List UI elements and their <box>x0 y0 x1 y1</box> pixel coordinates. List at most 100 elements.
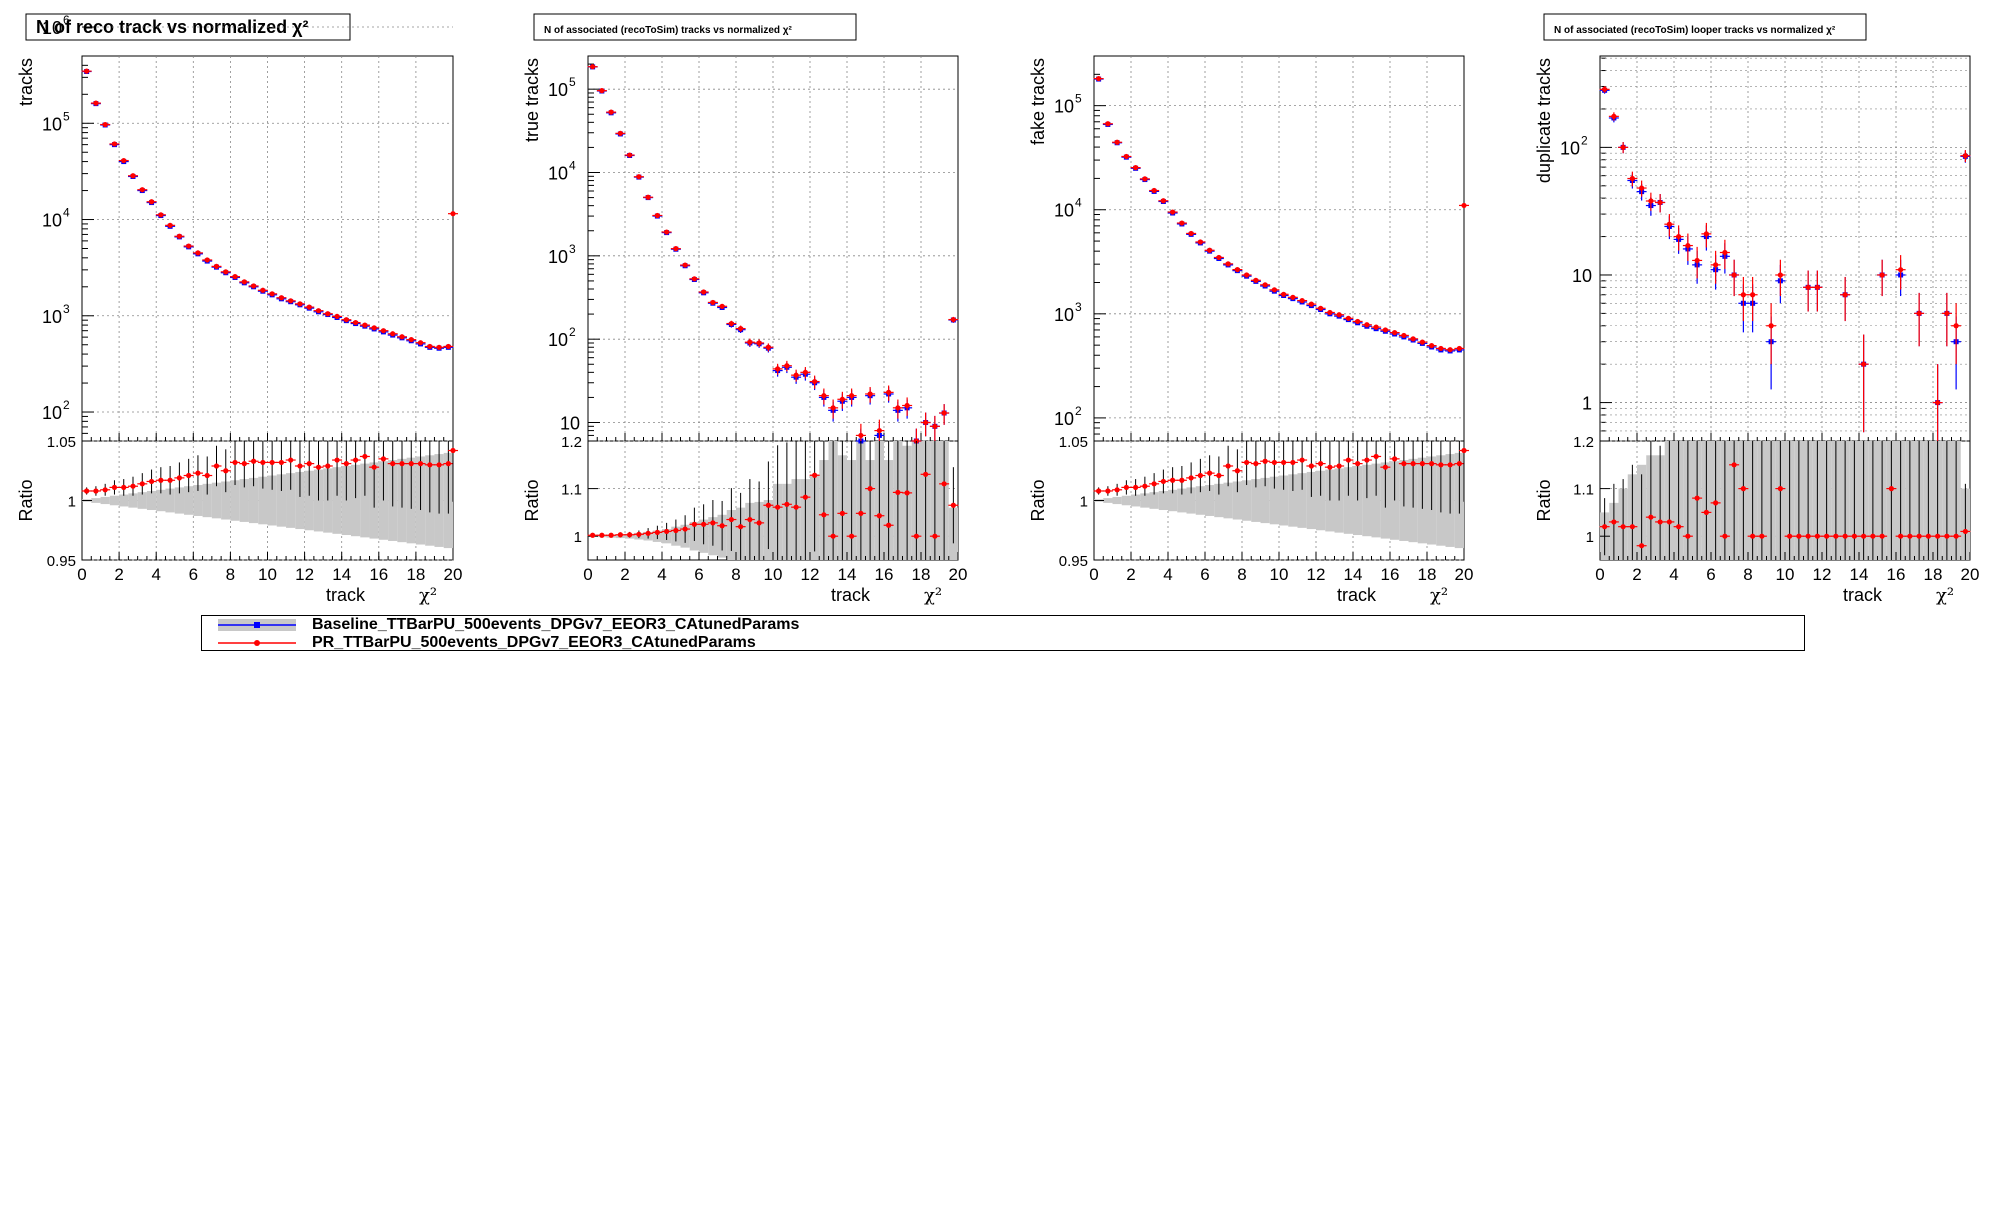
ratio-band-bin <box>1260 477 1270 524</box>
ratio-point <box>1392 456 1398 462</box>
ratio-point <box>1722 533 1728 539</box>
data-point <box>1114 139 1120 145</box>
data-point <box>904 402 910 409</box>
ratio-band-bin <box>184 486 194 515</box>
data-point <box>821 393 827 399</box>
ratio-point <box>380 456 387 462</box>
tick-label-y-base: 10 <box>548 80 568 100</box>
data-point <box>1382 327 1388 333</box>
ratio-axis-title-y: Ratio <box>16 479 36 521</box>
ratio-band-bin <box>230 480 240 521</box>
data-point <box>241 279 247 285</box>
axis-title-x-symbol: χ² <box>419 585 437 606</box>
tick-label-y-exp: 5 <box>569 75 576 89</box>
ratio-point <box>158 477 164 483</box>
ratio-tick-label-y: 0.95 <box>1059 553 1088 570</box>
data-point <box>617 130 623 136</box>
ratio-point <box>93 488 99 494</box>
ratio-band-bin <box>248 477 259 524</box>
data-point <box>278 295 285 301</box>
tick-label-x: 14 <box>332 565 351 584</box>
tick-label-x: 4 <box>657 565 666 584</box>
main-plot-frame <box>1599 55 1971 442</box>
ratio-band-bin <box>239 479 249 522</box>
ratio-band-bin <box>1214 483 1224 518</box>
tick-label-y-base: 10 <box>42 114 62 134</box>
data-point <box>738 325 744 332</box>
ratio-band-bin <box>1362 464 1372 537</box>
ratio-point <box>1170 477 1176 483</box>
ratio-point <box>904 490 910 496</box>
tick-label-x: 8 <box>226 565 235 584</box>
data-point <box>427 343 433 350</box>
ratio-point <box>1216 472 1222 479</box>
tick-label-y-exp: 4 <box>1075 196 1082 210</box>
axis-title-x: track <box>831 585 871 605</box>
ratio-point <box>895 489 901 496</box>
ratio-point <box>1713 500 1719 506</box>
data-point <box>1318 305 1324 311</box>
ratio-band-bin <box>137 492 147 509</box>
ratio-point <box>1907 533 1913 539</box>
ratio-point <box>1438 462 1444 468</box>
ratio-point <box>608 532 614 538</box>
data-point <box>1151 187 1157 194</box>
data-point <box>701 289 707 295</box>
ratio-point <box>691 521 697 527</box>
tick-label-x: 20 <box>1455 565 1474 584</box>
ratio-point <box>1666 519 1672 525</box>
ratio-band-bin <box>221 481 231 520</box>
ratio-point <box>1648 514 1654 520</box>
data-point <box>315 308 322 314</box>
tick-label-y-base: 10 <box>1560 138 1580 158</box>
ratio-point <box>325 463 331 469</box>
ratio-band-bin <box>1158 490 1168 511</box>
series-pr <box>1599 86 1971 441</box>
data-point <box>1308 301 1314 307</box>
ratio-point <box>756 520 762 526</box>
tick-label-x: 0 <box>583 565 592 584</box>
data-point <box>1179 220 1185 226</box>
tick-label-x: 10 <box>1270 565 1289 584</box>
tick-label-y-base: 10 <box>548 164 568 184</box>
tick-label-y: 10 4 <box>42 206 70 231</box>
legend-label-baseline: Baseline_TTBarPU_500events_DPGv7_EEOR3_C… <box>312 616 800 633</box>
tick-label-x: 18 <box>1924 565 1943 584</box>
ratio-point <box>121 484 127 491</box>
tick-label-y: 10 2 <box>1560 133 1588 158</box>
tick-label-y-exp: 2 <box>63 398 70 412</box>
ratio-point <box>1805 533 1811 539</box>
ratio-point <box>1244 459 1250 466</box>
ratio-point <box>1281 459 1287 466</box>
ratio-point <box>682 526 688 532</box>
ratio-point <box>1234 468 1240 474</box>
ratio-point <box>102 487 108 493</box>
data-point <box>1262 282 1268 288</box>
series-pr <box>81 68 458 350</box>
data-point <box>1410 336 1416 342</box>
data-point <box>399 334 405 340</box>
tick-label-x: 16 <box>1887 565 1906 584</box>
ratio-point <box>738 524 744 530</box>
ratio-point <box>223 468 229 474</box>
data-point <box>176 233 182 239</box>
data-point <box>1639 185 1645 191</box>
tick-label-y-exp: 2 <box>1075 404 1082 418</box>
ratio-point <box>408 461 414 467</box>
data-point <box>1620 144 1626 150</box>
data-point <box>839 396 845 402</box>
ratio-band-bin <box>165 488 175 513</box>
data-point <box>728 320 734 327</box>
ratio-tick-label-y: 1.1 <box>561 482 582 499</box>
data-point <box>1355 318 1361 325</box>
data-point <box>590 64 596 70</box>
ratio-band-bin <box>100 496 110 505</box>
ratio-point <box>1456 461 1462 467</box>
ratio-point <box>1114 487 1120 493</box>
tick-label-y-base: 10 <box>560 414 580 434</box>
data-point <box>93 100 99 106</box>
ratio-point <box>1925 533 1931 539</box>
data-point <box>1170 209 1176 215</box>
legend: Baseline_TTBarPU_500events_DPGv7_EEOR3_C… <box>201 615 1805 651</box>
data-point <box>1401 332 1407 339</box>
